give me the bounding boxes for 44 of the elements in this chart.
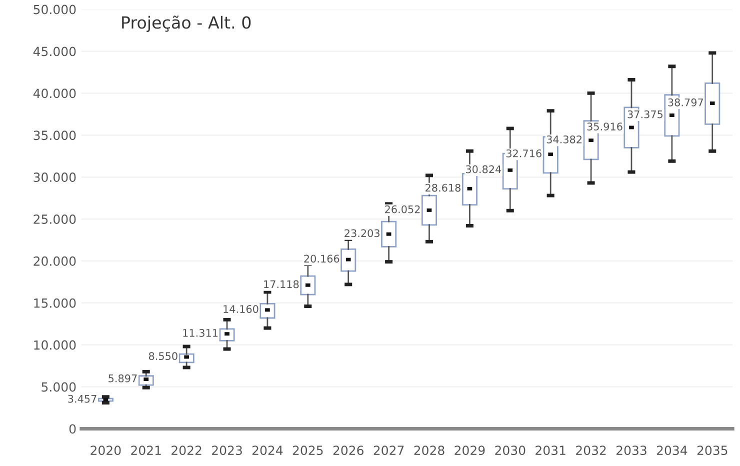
y-tick-label: 20.000 xyxy=(34,256,76,266)
text: 26.052 xyxy=(385,205,420,214)
y-tick-label: 45.000 xyxy=(33,46,76,56)
text: 14.160 xyxy=(224,305,258,313)
y-tick-label: 25.000 xyxy=(34,214,76,224)
x-tick-label: 2035 xyxy=(697,446,728,456)
text: 5.897 xyxy=(108,374,137,382)
x-tick-label: 2024 xyxy=(252,446,283,456)
text: 3.457 xyxy=(68,394,96,403)
y-tick-label: 50.000 xyxy=(34,4,76,14)
x-tick-label: 2022 xyxy=(172,446,202,456)
text: 8.550 xyxy=(148,352,178,360)
text: 34.382 xyxy=(546,135,582,144)
y-tick-label: 30.000 xyxy=(34,172,76,182)
x-tick-label: 2031 xyxy=(536,446,566,456)
x-tick-label: 2021 xyxy=(131,446,161,456)
text: 28.618 xyxy=(426,184,460,192)
chart-title: Projeção - Alt. 0 xyxy=(122,16,251,32)
y-tick-label: 15.000 xyxy=(34,298,76,308)
x-tick-label: 2023 xyxy=(212,446,242,456)
x-tick-label: 2034 xyxy=(656,446,688,456)
y-tick-label: 35.000 xyxy=(34,130,76,140)
text: 35.916 xyxy=(587,122,622,130)
y-tick-label: 40.000 xyxy=(33,88,76,98)
text: 20.166 xyxy=(304,254,340,263)
y-tick-label: 10.000 xyxy=(34,340,76,350)
x-tick-label: 2028 xyxy=(414,446,444,456)
x-tick-label: 2026 xyxy=(333,446,364,456)
text: 38.797 xyxy=(668,98,703,106)
y-tick-label: 5.000 xyxy=(42,382,76,392)
text: 37.375 xyxy=(628,110,663,118)
x-tick-label: 2033 xyxy=(616,446,646,456)
text: 23.203 xyxy=(344,229,380,238)
x-tick-label: 2027 xyxy=(374,446,404,456)
x-tick-label: 2029 xyxy=(454,446,485,456)
y-tick-label: 0 xyxy=(69,424,76,434)
text: 30.824 xyxy=(466,165,502,174)
x-tick-label: 2025 xyxy=(292,446,323,456)
text: 17.118 xyxy=(264,280,299,288)
x-tick-label: 2030 xyxy=(495,446,526,456)
text: 11.311 xyxy=(183,328,218,337)
text: 32.716 xyxy=(506,149,542,158)
x-tick-label: 2032 xyxy=(576,446,606,456)
x-tick-label: 2020 xyxy=(90,446,121,456)
